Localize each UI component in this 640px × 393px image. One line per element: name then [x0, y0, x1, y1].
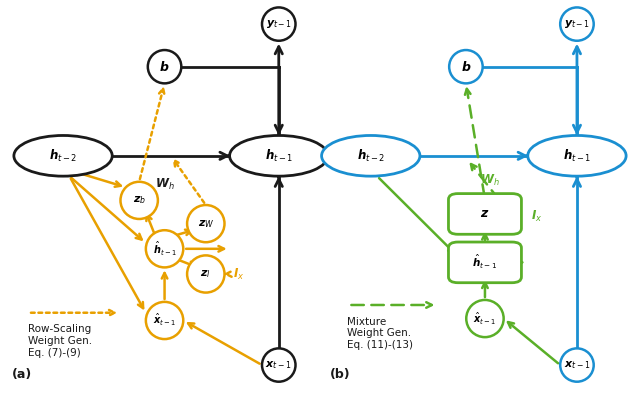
FancyBboxPatch shape	[449, 242, 522, 283]
Text: $\boldsymbol{I}_x$: $\boldsymbol{I}_x$	[531, 209, 543, 224]
Text: $\boldsymbol{W}_h$: $\boldsymbol{W}_h$	[155, 177, 175, 192]
Ellipse shape	[560, 348, 594, 382]
Text: $\hat{\boldsymbol{h}}_{t-1}$: $\hat{\boldsymbol{h}}_{t-1}$	[153, 240, 177, 258]
Text: $\boldsymbol{W}_h$: $\boldsymbol{W}_h$	[480, 173, 500, 188]
Ellipse shape	[146, 302, 183, 339]
Text: $\boldsymbol{b}$: $\boldsymbol{b}$	[461, 60, 471, 74]
Text: $\boldsymbol{z}_l$: $\boldsymbol{z}_l$	[200, 268, 211, 280]
Text: (a): (a)	[12, 367, 33, 380]
Text: (b): (b)	[330, 367, 350, 380]
Ellipse shape	[262, 7, 296, 41]
Text: $\hat{\boldsymbol{x}}_{t-1}$: $\hat{\boldsymbol{x}}_{t-1}$	[153, 312, 176, 329]
Ellipse shape	[560, 7, 594, 41]
Ellipse shape	[230, 136, 328, 176]
Text: Mixture
Weight Gen.
Eq. (11)-(13): Mixture Weight Gen. Eq. (11)-(13)	[347, 317, 413, 350]
Text: $\boldsymbol{x}_{t-1}$: $\boldsymbol{x}_{t-1}$	[266, 359, 292, 371]
Ellipse shape	[148, 50, 181, 83]
Text: $\boldsymbol{y}_{t-1}$: $\boldsymbol{y}_{t-1}$	[564, 18, 590, 30]
Text: $\boldsymbol{b}$: $\boldsymbol{b}$	[159, 60, 170, 74]
Ellipse shape	[467, 300, 504, 337]
Ellipse shape	[321, 136, 420, 176]
Text: $\boldsymbol{h}_{t-2}$: $\boldsymbol{h}_{t-2}$	[49, 148, 77, 164]
Ellipse shape	[146, 230, 183, 267]
Ellipse shape	[187, 205, 225, 242]
Text: $\boldsymbol{h}_{t-1}$: $\boldsymbol{h}_{t-1}$	[563, 148, 591, 164]
Text: $\hat{\boldsymbol{h}}_{t-1}$: $\hat{\boldsymbol{h}}_{t-1}$	[472, 253, 497, 272]
Text: $\boldsymbol{y}_{t-1}$: $\boldsymbol{y}_{t-1}$	[266, 18, 292, 30]
Text: $\boldsymbol{x}_{t-1}$: $\boldsymbol{x}_{t-1}$	[564, 359, 590, 371]
Text: Row-Scaling
Weight Gen.
Eq. (7)-(9): Row-Scaling Weight Gen. Eq. (7)-(9)	[28, 324, 92, 358]
Ellipse shape	[528, 136, 626, 176]
Text: $\boldsymbol{h}_{t-1}$: $\boldsymbol{h}_{t-1}$	[264, 148, 293, 164]
Text: $\boldsymbol{z}_W$: $\boldsymbol{z}_W$	[198, 218, 214, 230]
Ellipse shape	[262, 348, 296, 382]
Ellipse shape	[449, 50, 483, 83]
Text: $\boldsymbol{h}_{t-2}$: $\boldsymbol{h}_{t-2}$	[356, 148, 385, 164]
Text: $\hat{\boldsymbol{x}}_{t-1}$: $\hat{\boldsymbol{x}}_{t-1}$	[473, 310, 497, 327]
Text: $\boldsymbol{I}_x$: $\boldsymbol{I}_x$	[233, 266, 244, 281]
FancyBboxPatch shape	[449, 194, 522, 234]
Text: $\boldsymbol{z}_b$: $\boldsymbol{z}_b$	[132, 195, 146, 206]
Ellipse shape	[14, 136, 112, 176]
Ellipse shape	[187, 255, 225, 292]
Ellipse shape	[120, 182, 158, 219]
Text: $\boldsymbol{z}$: $\boldsymbol{z}$	[480, 208, 490, 220]
